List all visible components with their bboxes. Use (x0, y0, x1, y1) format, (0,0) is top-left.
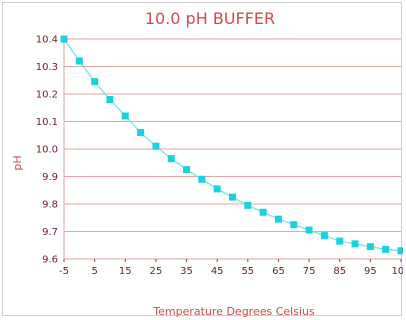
x-tick-label: 25 (150, 266, 163, 277)
y-tick-label: 10.3 (36, 62, 58, 73)
y-tick-labels: 9.6 9.7 9.8 9.9 10.0 10.1 10.2 10.3 10.4 (36, 35, 58, 266)
x-tick-label: 55 (241, 266, 254, 277)
data-point (137, 129, 144, 136)
data-point (106, 96, 113, 103)
x-tick-label: 95 (364, 266, 377, 277)
data-point (198, 176, 205, 183)
data-point (382, 246, 389, 253)
data-point (168, 155, 175, 162)
data-point (76, 58, 83, 65)
data-point (229, 194, 236, 201)
x-tick-label: 45 (211, 266, 224, 277)
x-tick-label: 35 (180, 266, 193, 277)
data-point (336, 238, 343, 245)
data-point (275, 216, 282, 223)
data-point (290, 221, 297, 228)
chart-frame: 10.0 pH BUFFER 9.6 9.7 9.8 9.9 10.0 10.1 10.2 1… (2, 2, 402, 316)
y-tick-label: 10.0 (36, 145, 58, 156)
y-tick-label: 9.8 (42, 200, 58, 211)
data-point (260, 209, 267, 216)
data-point (61, 36, 68, 43)
data-point (244, 202, 251, 209)
data-point (352, 240, 359, 247)
grid-layer (64, 39, 401, 259)
y-tick-label: 10.2 (36, 90, 58, 101)
y-axis-label: pH (11, 155, 24, 170)
data-point (398, 247, 404, 254)
data-point (214, 185, 221, 192)
x-tick-label: 85 (333, 266, 346, 277)
chart-svg: 10.0 pH BUFFER 9.6 9.7 9.8 9.9 10.0 10.1 10.2 1… (3, 3, 403, 317)
axis-layer (64, 39, 401, 262)
data-point (321, 232, 328, 239)
y-tick-label: 9.6 (42, 255, 58, 266)
y-tick-label: 9.9 (42, 172, 58, 183)
data-point (367, 243, 374, 250)
x-tick-labels: -5 5 15 25 35 45 55 65 75 85 95 105 (59, 266, 403, 277)
data-point (152, 143, 159, 150)
series-line (64, 39, 401, 251)
data-point (122, 113, 129, 120)
x-tick-label: 5 (91, 266, 97, 277)
x-tick-label: 15 (119, 266, 132, 277)
data-point (91, 78, 98, 85)
y-tick-label: 9.7 (42, 227, 58, 238)
series-layer (61, 36, 404, 255)
data-point (306, 227, 313, 234)
y-tick-label: 10.1 (36, 117, 58, 128)
x-tick-label: 75 (303, 266, 316, 277)
data-point (183, 166, 190, 173)
chart-title: 10.0 pH BUFFER (145, 9, 275, 28)
y-tick-label: 10.4 (36, 35, 58, 46)
x-tick-label: -5 (59, 266, 69, 277)
x-tick-label: 65 (272, 266, 285, 277)
x-tick-label: 105 (391, 266, 403, 277)
x-axis-label: Temperature Degrees Celsius (152, 305, 315, 317)
